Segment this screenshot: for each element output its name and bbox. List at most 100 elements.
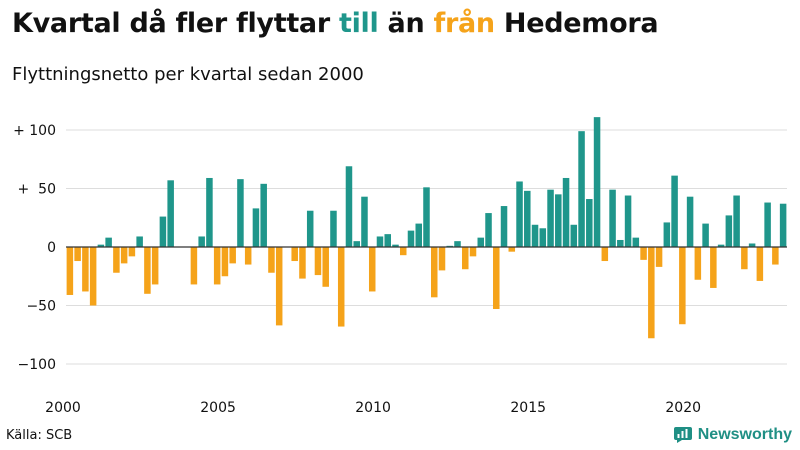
bars (66, 117, 787, 339)
bar (547, 189, 554, 247)
bar (733, 195, 740, 247)
bar (198, 236, 205, 247)
bar (648, 247, 655, 339)
y-tick-label: + 50 (18, 182, 56, 198)
brand-name: Newsworthy (697, 426, 792, 443)
bar (524, 190, 531, 247)
title-till: till (338, 8, 379, 39)
y-tick-label: 0 (47, 240, 56, 256)
bar (128, 247, 136, 257)
bar (686, 196, 694, 247)
bar (314, 247, 322, 276)
bar (710, 247, 717, 288)
bar (105, 237, 112, 247)
bar (663, 222, 671, 247)
bar (485, 213, 492, 247)
bar (252, 208, 260, 247)
bar (136, 236, 143, 247)
bar (508, 247, 516, 252)
bar (570, 224, 578, 247)
bar (345, 166, 353, 247)
bar (679, 247, 686, 325)
bar (113, 247, 120, 273)
bar (438, 247, 446, 271)
x-tick-label: 2020 (665, 400, 701, 416)
bar (190, 247, 198, 285)
bar (299, 247, 306, 279)
bar (539, 228, 547, 247)
bar (306, 210, 314, 247)
bar (562, 177, 570, 247)
bar (671, 175, 678, 247)
source-note: Källa: SCB (6, 428, 73, 443)
bar (454, 241, 461, 247)
bar (725, 215, 733, 247)
bar (772, 247, 779, 265)
bar (717, 244, 725, 247)
bar-chart: + 100 + 50 0 −50 −100 2000 2005 2010 2015 2020 (13, 117, 787, 416)
bar (159, 216, 167, 247)
title-part-2: än (378, 8, 434, 39)
bar (500, 206, 508, 247)
bar (97, 244, 105, 247)
bar (702, 223, 709, 247)
bar (120, 247, 128, 264)
bar (392, 244, 399, 247)
bar (493, 247, 500, 310)
y-tick-label: + 100 (13, 123, 56, 139)
bar (213, 247, 221, 285)
bar (741, 247, 748, 270)
bar (89, 247, 97, 306)
bar (601, 247, 609, 262)
bar (555, 194, 562, 247)
bar (640, 247, 647, 260)
bar (477, 237, 485, 247)
bar (694, 247, 702, 280)
title-part-1: Kvartal då fler flyttar (12, 8, 339, 39)
bar (167, 180, 174, 247)
bar (632, 237, 640, 247)
bar (469, 247, 477, 257)
x-tick-label: 2005 (200, 400, 236, 416)
bar (82, 247, 89, 292)
bar (593, 117, 601, 247)
bar (291, 247, 298, 262)
bar (353, 241, 360, 247)
x-tick-label: 2000 (45, 400, 81, 416)
bar (578, 131, 585, 247)
bar (268, 247, 275, 273)
chart-subtitle: Flyttningsnetto per kvartal sedan 2000 (12, 64, 364, 85)
bar (407, 230, 415, 247)
bar (384, 234, 391, 247)
bar (337, 247, 345, 327)
bar (399, 247, 407, 256)
bar (368, 247, 376, 292)
bar (764, 202, 771, 247)
bar (361, 196, 368, 247)
bar (229, 247, 236, 264)
bar (748, 243, 756, 247)
bar (74, 247, 81, 262)
bar (221, 247, 229, 277)
bar (66, 247, 74, 295)
bar (609, 189, 616, 247)
bar (423, 187, 430, 247)
bar (260, 183, 267, 247)
brand-logo: Newsworthy (673, 426, 792, 444)
title-fran: från (433, 8, 496, 39)
bar (322, 247, 329, 287)
bar (516, 181, 523, 247)
bar (586, 199, 593, 247)
y-axis-labels: + 100 + 50 0 −50 −100 (13, 123, 56, 373)
bar (206, 177, 213, 247)
chart-title: Kvartal då fler flyttar till än från Hed… (12, 8, 659, 39)
title-part-3: Hedemora (494, 8, 659, 39)
bar (237, 179, 244, 247)
bar (415, 223, 422, 247)
bar (151, 247, 159, 285)
bar (376, 236, 384, 247)
bar (431, 247, 438, 298)
newsworthy-logo-icon (673, 427, 692, 443)
bar (244, 247, 252, 265)
bar (617, 239, 624, 247)
